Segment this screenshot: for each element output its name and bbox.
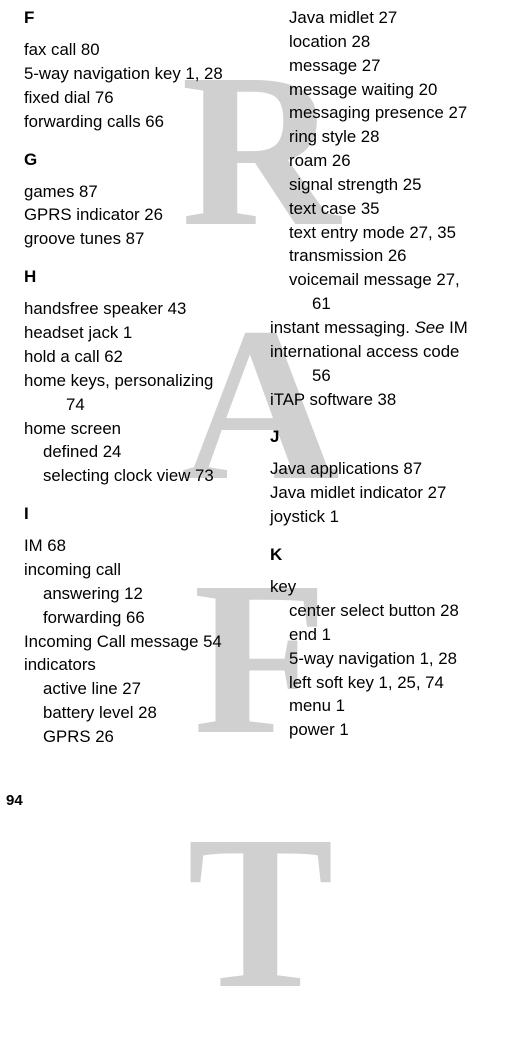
- index-entry: answering 12: [24, 582, 262, 606]
- index-entry: 56: [270, 364, 508, 388]
- index-entry: forwarding calls 66: [24, 110, 262, 134]
- index-entry: international access code: [270, 340, 508, 364]
- index-entry: 74: [24, 393, 262, 417]
- left-column: Ffax call 805-way navigation key 1, 28fi…: [24, 6, 262, 749]
- index-entry: home keys, personalizing: [24, 369, 262, 393]
- index-entry: transmission 26: [270, 244, 508, 268]
- index-entry: instant messaging. See IM: [270, 316, 508, 340]
- index-entry: signal strength 25: [270, 173, 508, 197]
- index-entry: battery level 28: [24, 701, 262, 725]
- index-entry: voicemail message 27,: [270, 268, 508, 292]
- section-letter: F: [24, 6, 262, 30]
- index-entry: end 1: [270, 623, 508, 647]
- section-letter: K: [270, 543, 508, 567]
- index-entry: left soft key 1, 25, 74: [270, 671, 508, 695]
- index-entry: Java midlet indicator 27: [270, 481, 508, 505]
- index-entry: defined 24: [24, 440, 262, 464]
- section-letter: I: [24, 502, 262, 526]
- index-entry: message 27: [270, 54, 508, 78]
- index-entry: 5-way navigation 1, 28: [270, 647, 508, 671]
- index-entry: text case 35: [270, 197, 508, 221]
- index-entry: iTAP software 38: [270, 388, 508, 412]
- index-entry: location 28: [270, 30, 508, 54]
- index-entry: 5-way navigation key 1, 28: [24, 62, 262, 86]
- index-entry: Java midlet 27: [270, 6, 508, 30]
- index-entry: home screen: [24, 417, 262, 441]
- index-entry: GPRS 26: [24, 725, 262, 749]
- index-entry: selecting clock view 73: [24, 464, 262, 488]
- index-entry: GPRS indicator 26: [24, 203, 262, 227]
- index-entry: center select button 28: [270, 599, 508, 623]
- index-entry: Incoming Call message 54: [24, 630, 262, 654]
- index-entry: key: [270, 575, 508, 599]
- index-entry: roam 26: [270, 149, 508, 173]
- index-entry: menu 1: [270, 694, 508, 718]
- index-entry: groove tunes 87: [24, 227, 262, 251]
- index-entry: ring style 28: [270, 125, 508, 149]
- right-column: Java midlet 27location 28message 27messa…: [270, 6, 508, 749]
- section-letter: H: [24, 265, 262, 289]
- index-entry: joystick 1: [270, 505, 508, 529]
- index-entry: IM 68: [24, 534, 262, 558]
- page-number: 94: [6, 792, 23, 809]
- index-entry: messaging presence 27: [270, 101, 508, 125]
- index-entry: forwarding 66: [24, 606, 262, 630]
- index-entry: indicators: [24, 653, 262, 677]
- index-entry: power 1: [270, 718, 508, 742]
- index-entry: message waiting 20: [270, 78, 508, 102]
- section-letter: J: [270, 425, 508, 449]
- section-letter: G: [24, 148, 262, 172]
- index-entry: text entry mode 27, 35: [270, 221, 508, 245]
- index-entry: active line 27: [24, 677, 262, 701]
- index-entry: handsfree speaker 43: [24, 297, 262, 321]
- index-entry: incoming call: [24, 558, 262, 582]
- index-entry: fixed dial 76: [24, 86, 262, 110]
- index-entry: games 87: [24, 180, 262, 204]
- index-entry: headset jack 1: [24, 321, 262, 345]
- index-entry: hold a call 62: [24, 345, 262, 369]
- index-entry: 61: [270, 292, 508, 316]
- index-columns: Ffax call 805-way navigation key 1, 28fi…: [0, 0, 520, 749]
- index-entry: fax call 80: [24, 38, 262, 62]
- index-entry: Java applications 87: [270, 457, 508, 481]
